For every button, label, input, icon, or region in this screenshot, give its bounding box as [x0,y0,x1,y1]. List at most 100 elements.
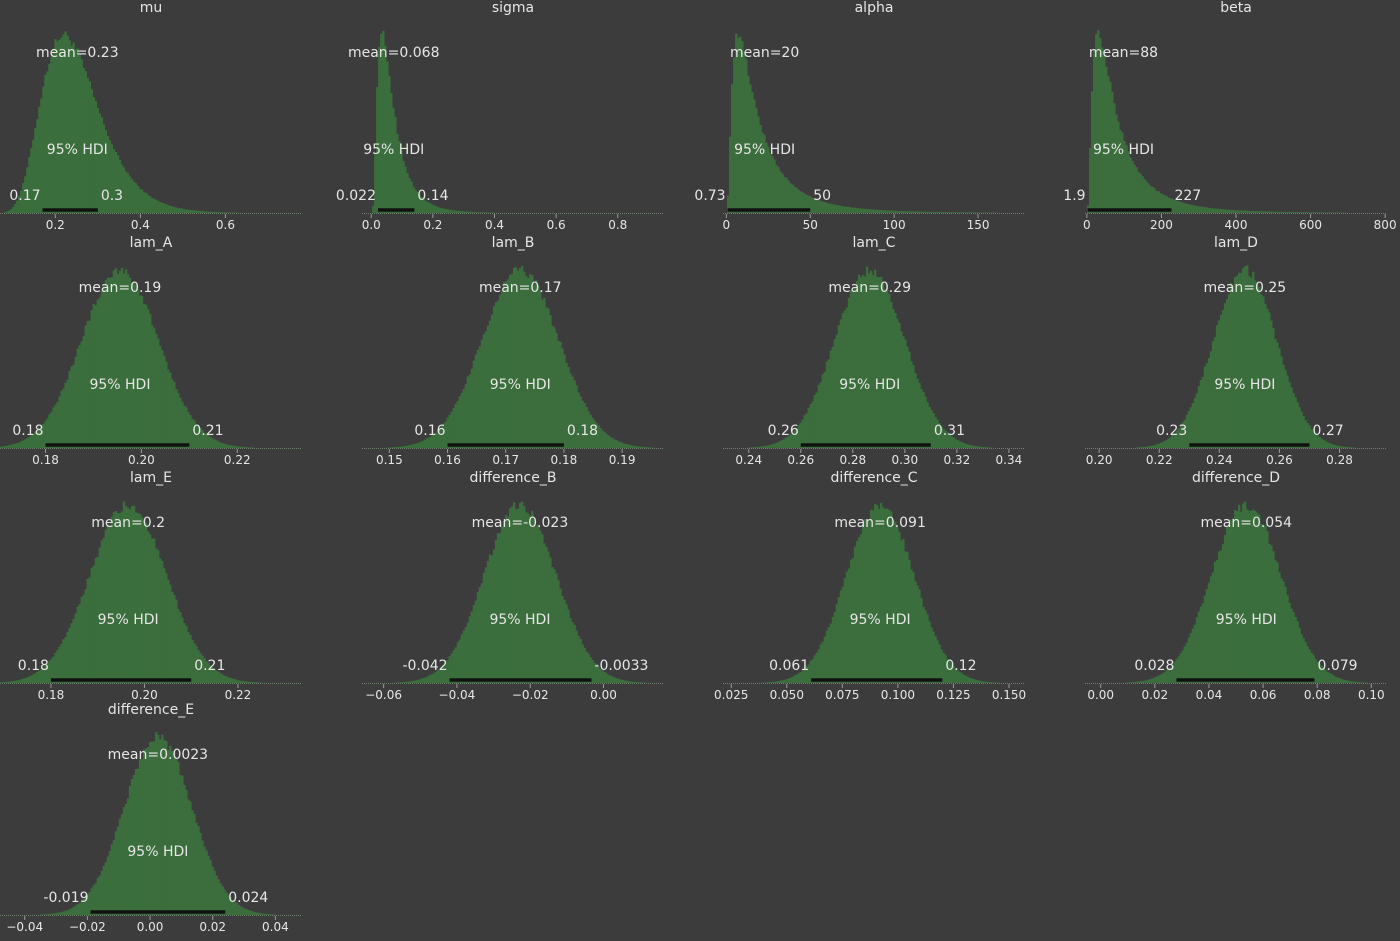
histogram-bar [932,211,935,213]
histogram-bar [74,356,77,448]
histogram-bar [851,207,855,213]
histogram-bar [225,444,228,448]
histogram-bar [235,446,238,448]
histogram-bar [56,401,59,448]
histogram-bar [823,371,827,448]
histogram-bar [567,609,570,683]
histogram-bar [1141,681,1144,683]
histogram-bar [418,442,421,448]
histogram-bar [771,156,774,213]
histogram-bar [253,912,257,915]
hdi-label: 95% HDI [363,142,424,158]
histogram-bar [26,438,29,448]
histogram-bar [219,883,222,915]
histogram-bar [904,211,907,213]
histogram-bar [803,668,806,683]
histogram-bar [223,889,226,915]
histogram-bar [112,839,116,915]
histogram-bar [478,346,482,448]
histogram-bar [1121,132,1124,213]
x-tick-label: 0.26 [1266,453,1293,467]
mean-label: mean=0.25 [1204,280,1287,296]
histogram-bar [1236,210,1239,213]
histogram-bar [175,599,178,683]
histogram-bar [58,396,61,448]
histogram-bar [209,860,212,915]
histogram-bar [920,598,923,683]
histogram-bar [551,567,554,683]
histogram-bar [601,430,604,448]
histogram-bar [1240,273,1243,448]
histogram-bar [904,339,907,448]
histogram-bar [619,679,623,683]
histogram-bar [219,212,222,213]
histogram-bar [390,93,393,213]
histogram-bar [458,396,461,448]
histogram-bar [882,210,885,213]
histogram-bar [871,209,875,213]
histogram-bar [404,166,407,213]
histogram-bar [841,313,845,448]
x-tick-label: 0.2 [423,218,442,232]
histogram-bar [502,282,506,448]
histogram-bar [18,679,21,683]
histogram-bar [138,759,142,915]
histogram-bar [46,914,49,915]
histogram-bar [209,665,212,683]
histogram-bar [1233,276,1237,448]
histogram-bar [1236,275,1239,448]
hdi-label: 95% HDI [1214,377,1275,393]
histogram-bar [229,677,232,683]
histogram-bar [217,879,220,915]
histogram-bar [1334,445,1338,448]
histogram-bar [374,154,377,213]
histogram-bar [627,444,631,448]
histogram-bar [207,435,210,448]
histogram-bar [619,442,623,448]
histogram-bar [130,283,134,448]
histogram-bar [1338,446,1342,448]
histogram-bar [223,212,226,213]
histogram-bar [781,439,784,448]
histogram-bar [529,274,532,448]
histogram-bar [100,117,104,213]
histogram-bar [1117,121,1120,213]
histogram-bar [183,784,186,915]
histogram-bar [163,355,166,448]
histogram-bar [1195,617,1199,683]
histogram-bar [151,741,154,915]
histogram-bar [839,205,843,213]
histogram-bar [779,440,782,448]
histogram-bar [223,443,226,448]
histogram-bar [1242,210,1245,213]
histogram-bar [86,578,89,683]
histogram-bar [104,529,108,683]
histogram-bar [829,623,833,683]
histogram-bar [171,591,174,683]
histogram-bar [227,895,230,915]
histogram-bar [199,427,202,448]
histogram-bar [1354,681,1358,683]
histogram-bar [513,267,516,448]
histogram-bar [918,211,921,213]
histogram-bar [195,210,198,213]
histogram-bar [1139,447,1142,448]
histogram-bar [803,193,806,213]
histogram-bar [388,447,391,448]
histogram-bar [60,911,63,915]
histogram-bar [1294,616,1297,683]
histogram-bar [531,510,534,683]
histogram-bar [1326,442,1329,448]
histogram-bar [213,439,216,448]
histogram-bar [529,515,532,683]
histogram-bar [177,762,180,915]
histogram-bar [1213,561,1217,683]
histogram-bar [557,580,560,683]
histogram-bar [163,740,166,915]
histogram-bar [813,655,816,683]
histogram-bar [617,678,621,683]
histogram-bar [155,333,158,448]
histogram-bar [394,117,397,213]
histogram-bar [165,740,168,915]
histogram-bar [1236,510,1239,683]
